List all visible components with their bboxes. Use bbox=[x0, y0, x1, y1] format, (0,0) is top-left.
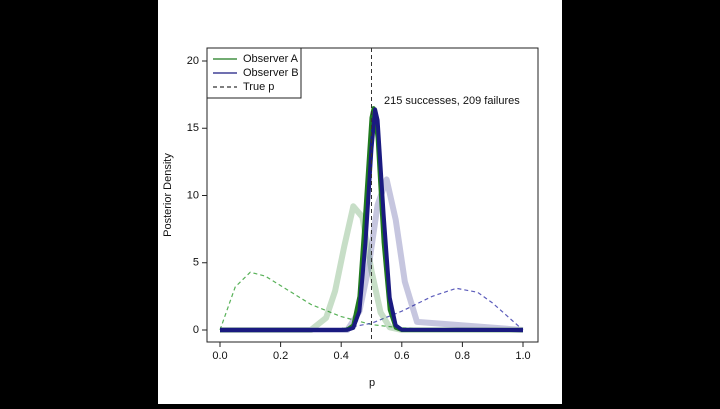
series-line bbox=[220, 203, 523, 333]
annotation: 215 successes, 209 failures bbox=[384, 95, 520, 107]
x-tick-label: 1.0 bbox=[515, 350, 530, 362]
x-tick-label: 0.4 bbox=[334, 350, 349, 362]
series-line bbox=[220, 107, 524, 332]
x-tick-label: 0.2 bbox=[273, 350, 288, 362]
y-tick-label: 15 bbox=[187, 122, 199, 134]
series-line bbox=[219, 271, 523, 331]
series-line bbox=[220, 287, 524, 331]
y-tick-label: 10 bbox=[187, 189, 199, 201]
legend-label: True p bbox=[243, 81, 274, 93]
x-tick-label: 0.6 bbox=[394, 350, 409, 362]
y-tick-label: 5 bbox=[193, 257, 199, 269]
legend-label: Observer B bbox=[243, 67, 299, 79]
x-tick-label: 0.0 bbox=[212, 350, 227, 362]
x-tick-label: 0.8 bbox=[455, 350, 470, 362]
y-axis-label: Posterior Density bbox=[162, 153, 174, 237]
legend-label: Observer A bbox=[243, 53, 299, 65]
x-axis-label: p bbox=[369, 377, 375, 389]
y-tick-label: 0 bbox=[193, 324, 199, 336]
y-tick-label: 20 bbox=[187, 55, 199, 67]
